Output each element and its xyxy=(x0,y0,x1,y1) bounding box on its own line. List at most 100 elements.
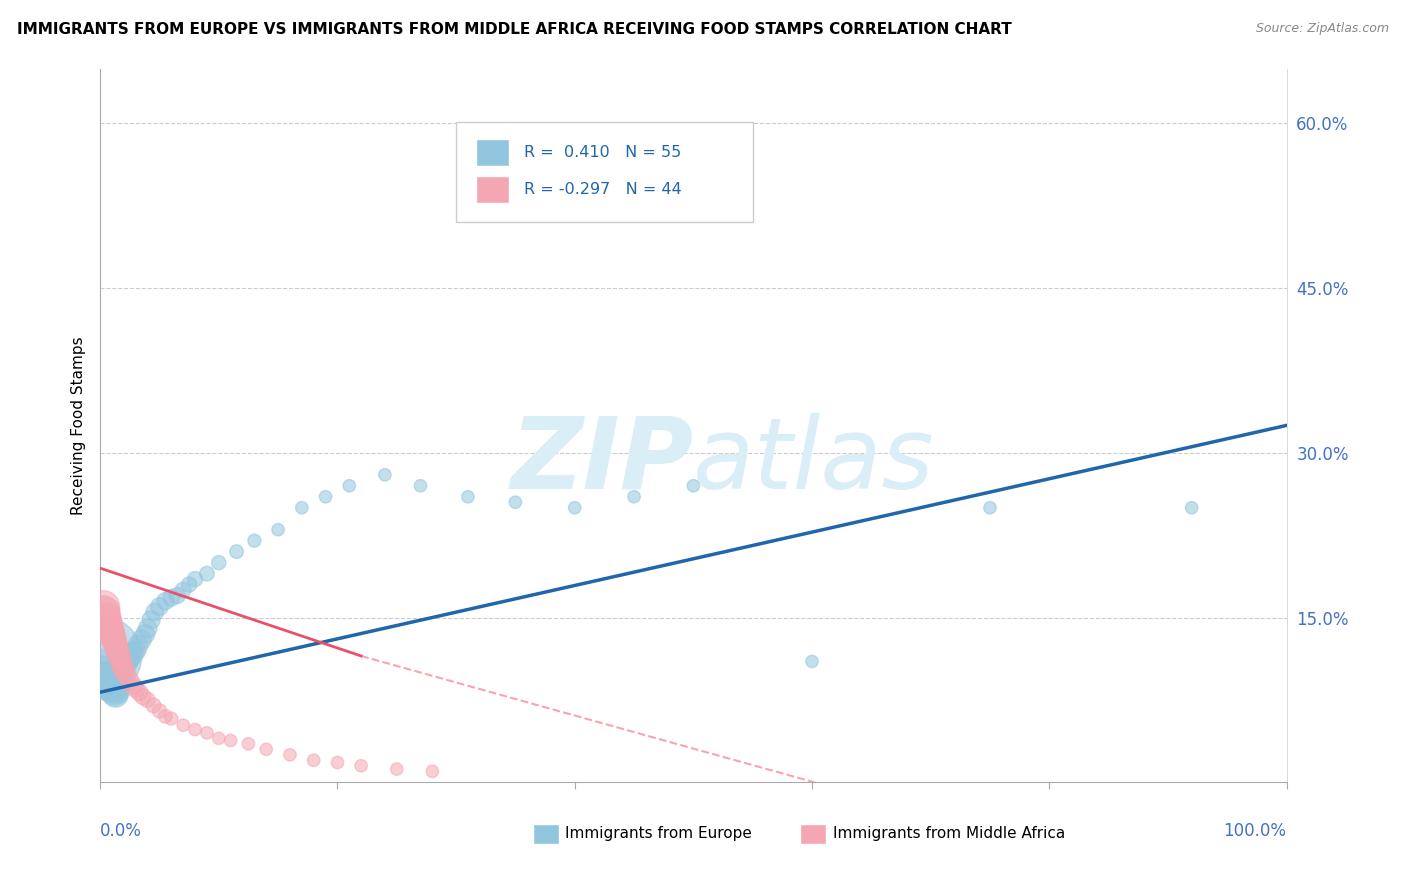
Point xyxy=(93,599,115,614)
Point xyxy=(160,712,183,726)
Point xyxy=(90,615,112,630)
Point xyxy=(160,591,183,605)
Bar xyxy=(533,823,560,844)
Point xyxy=(801,655,824,669)
Point xyxy=(326,756,349,770)
Point xyxy=(94,671,117,685)
Point xyxy=(110,674,132,689)
Point xyxy=(91,605,114,619)
Point xyxy=(148,599,170,614)
Point xyxy=(103,634,125,648)
Bar xyxy=(477,177,509,203)
Point xyxy=(96,613,118,627)
Point xyxy=(136,622,159,636)
Point xyxy=(101,630,124,644)
Point xyxy=(108,648,131,663)
Point xyxy=(155,594,177,608)
Point xyxy=(172,718,194,732)
Point xyxy=(337,479,360,493)
Point xyxy=(143,605,166,619)
Point xyxy=(409,479,432,493)
Y-axis label: Receiving Food Stamps: Receiving Food Stamps xyxy=(72,336,86,515)
Text: atlas: atlas xyxy=(693,413,935,509)
Point xyxy=(118,674,141,689)
Point xyxy=(682,479,704,493)
Point xyxy=(100,674,122,689)
Bar xyxy=(477,139,509,166)
Text: 0.0%: 0.0% xyxy=(100,822,142,839)
Point xyxy=(420,764,443,779)
Point xyxy=(184,572,207,586)
Point xyxy=(291,500,314,515)
Point xyxy=(127,638,149,652)
Point xyxy=(96,676,118,690)
Point xyxy=(141,613,163,627)
Point xyxy=(103,685,125,699)
Point xyxy=(131,632,153,647)
Point xyxy=(385,762,408,776)
Point xyxy=(134,627,156,641)
Point xyxy=(219,733,242,747)
Point xyxy=(238,737,260,751)
Point xyxy=(122,646,145,660)
Text: R =  0.410   N = 55: R = 0.410 N = 55 xyxy=(523,145,681,161)
Point xyxy=(98,619,121,633)
Point xyxy=(125,681,148,696)
Point xyxy=(142,698,165,713)
Point xyxy=(172,583,194,598)
Point xyxy=(267,523,290,537)
Point xyxy=(111,660,134,674)
Text: 100.0%: 100.0% xyxy=(1223,822,1286,839)
Point xyxy=(97,679,120,693)
Point xyxy=(243,533,266,548)
Point xyxy=(100,624,122,638)
Point xyxy=(112,655,135,669)
Point xyxy=(148,704,170,718)
Point xyxy=(105,641,128,656)
Point xyxy=(94,605,117,619)
Point xyxy=(132,690,155,704)
Point xyxy=(112,663,135,677)
Text: Source: ZipAtlas.com: Source: ZipAtlas.com xyxy=(1256,22,1389,36)
Point xyxy=(107,646,129,660)
Point xyxy=(122,679,145,693)
Point xyxy=(315,490,337,504)
Point xyxy=(91,648,114,663)
Point xyxy=(302,753,325,767)
Point xyxy=(125,643,148,657)
Point xyxy=(623,490,645,504)
Point xyxy=(208,556,231,570)
Point xyxy=(128,685,150,699)
Point xyxy=(208,731,231,746)
Point xyxy=(254,742,277,756)
Point xyxy=(166,589,188,603)
Point xyxy=(115,667,138,681)
Point xyxy=(278,747,301,762)
Text: R = -0.297   N = 44: R = -0.297 N = 44 xyxy=(523,182,682,197)
Text: ZIP: ZIP xyxy=(510,413,693,509)
Point xyxy=(104,687,127,701)
Point xyxy=(155,709,177,723)
Point xyxy=(120,648,142,663)
Text: IMMIGRANTS FROM EUROPE VS IMMIGRANTS FROM MIDDLE AFRICA RECEIVING FOOD STAMPS CO: IMMIGRANTS FROM EUROPE VS IMMIGRANTS FRO… xyxy=(17,22,1012,37)
Point xyxy=(107,679,129,693)
Point xyxy=(94,610,117,624)
Point xyxy=(93,660,115,674)
Point xyxy=(117,652,139,666)
Point xyxy=(505,495,527,509)
Point xyxy=(108,671,131,685)
Point xyxy=(195,566,218,581)
Point xyxy=(374,467,396,482)
Point xyxy=(115,657,138,671)
Point xyxy=(564,500,586,515)
Point xyxy=(979,500,1001,515)
Point xyxy=(105,684,128,698)
Point xyxy=(225,544,247,558)
Point xyxy=(98,681,121,695)
Point xyxy=(350,758,373,772)
Text: Immigrants from Middle Africa: Immigrants from Middle Africa xyxy=(834,826,1066,841)
Point xyxy=(97,615,120,630)
Point xyxy=(184,723,207,737)
Point xyxy=(136,693,159,707)
Point xyxy=(110,657,132,671)
